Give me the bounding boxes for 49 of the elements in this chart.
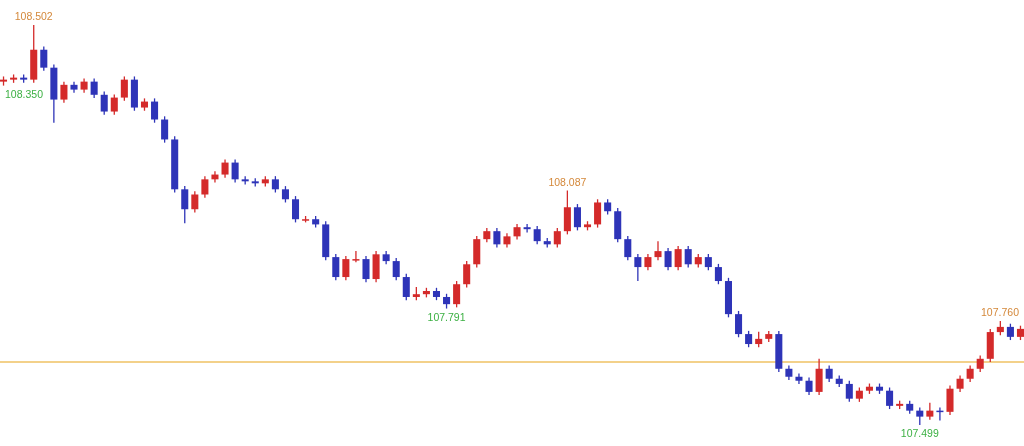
candlestick [402, 273, 410, 301]
candlestick [352, 250, 360, 263]
candlestick [161, 115, 169, 144]
annotation: 107.499 [900, 427, 939, 439]
candlestick [342, 255, 350, 281]
annotation: 108.087 [548, 175, 587, 188]
candlestick [181, 185, 189, 224]
candlestick [100, 90, 108, 116]
candlestick [110, 93, 118, 116]
candlestick [533, 225, 541, 245]
candlestick [151, 97, 159, 124]
candlestick [553, 227, 561, 249]
candlestick [60, 80, 68, 104]
candlestick [714, 263, 722, 285]
candlestick [191, 190, 199, 214]
candlestick [886, 386, 894, 410]
candlestick [201, 175, 209, 199]
annotation: 108.350 [5, 87, 44, 100]
candlestick [674, 245, 682, 271]
candlestick [90, 77, 98, 99]
annotation: 108.502 [14, 10, 53, 22]
candlestick [946, 384, 954, 416]
candlestick [684, 245, 692, 269]
candlestick [815, 358, 823, 396]
candlestick [624, 235, 632, 261]
candlestick [221, 158, 229, 179]
candlestick [392, 257, 400, 281]
candlestick [453, 280, 461, 308]
candlestick [594, 198, 602, 229]
candlestick [573, 203, 581, 232]
candlestick [664, 247, 672, 271]
candlestick [845, 380, 853, 403]
candlestick [40, 45, 48, 72]
candlestick [463, 260, 471, 289]
candlestick [735, 310, 743, 338]
candlestick [523, 223, 531, 234]
candlestick [634, 253, 642, 282]
candlestick [120, 75, 128, 102]
candlestick [654, 240, 662, 261]
candlestick [231, 158, 239, 184]
candlestick [493, 227, 501, 249]
candlestick [332, 253, 340, 281]
candlestick [795, 372, 803, 385]
candlestick [563, 189, 571, 236]
annotation: 107.760 [981, 305, 1020, 318]
candlestick [362, 255, 370, 283]
candlestick [926, 402, 934, 421]
candlestick [292, 195, 300, 224]
annotation: 107.791 [427, 310, 466, 323]
